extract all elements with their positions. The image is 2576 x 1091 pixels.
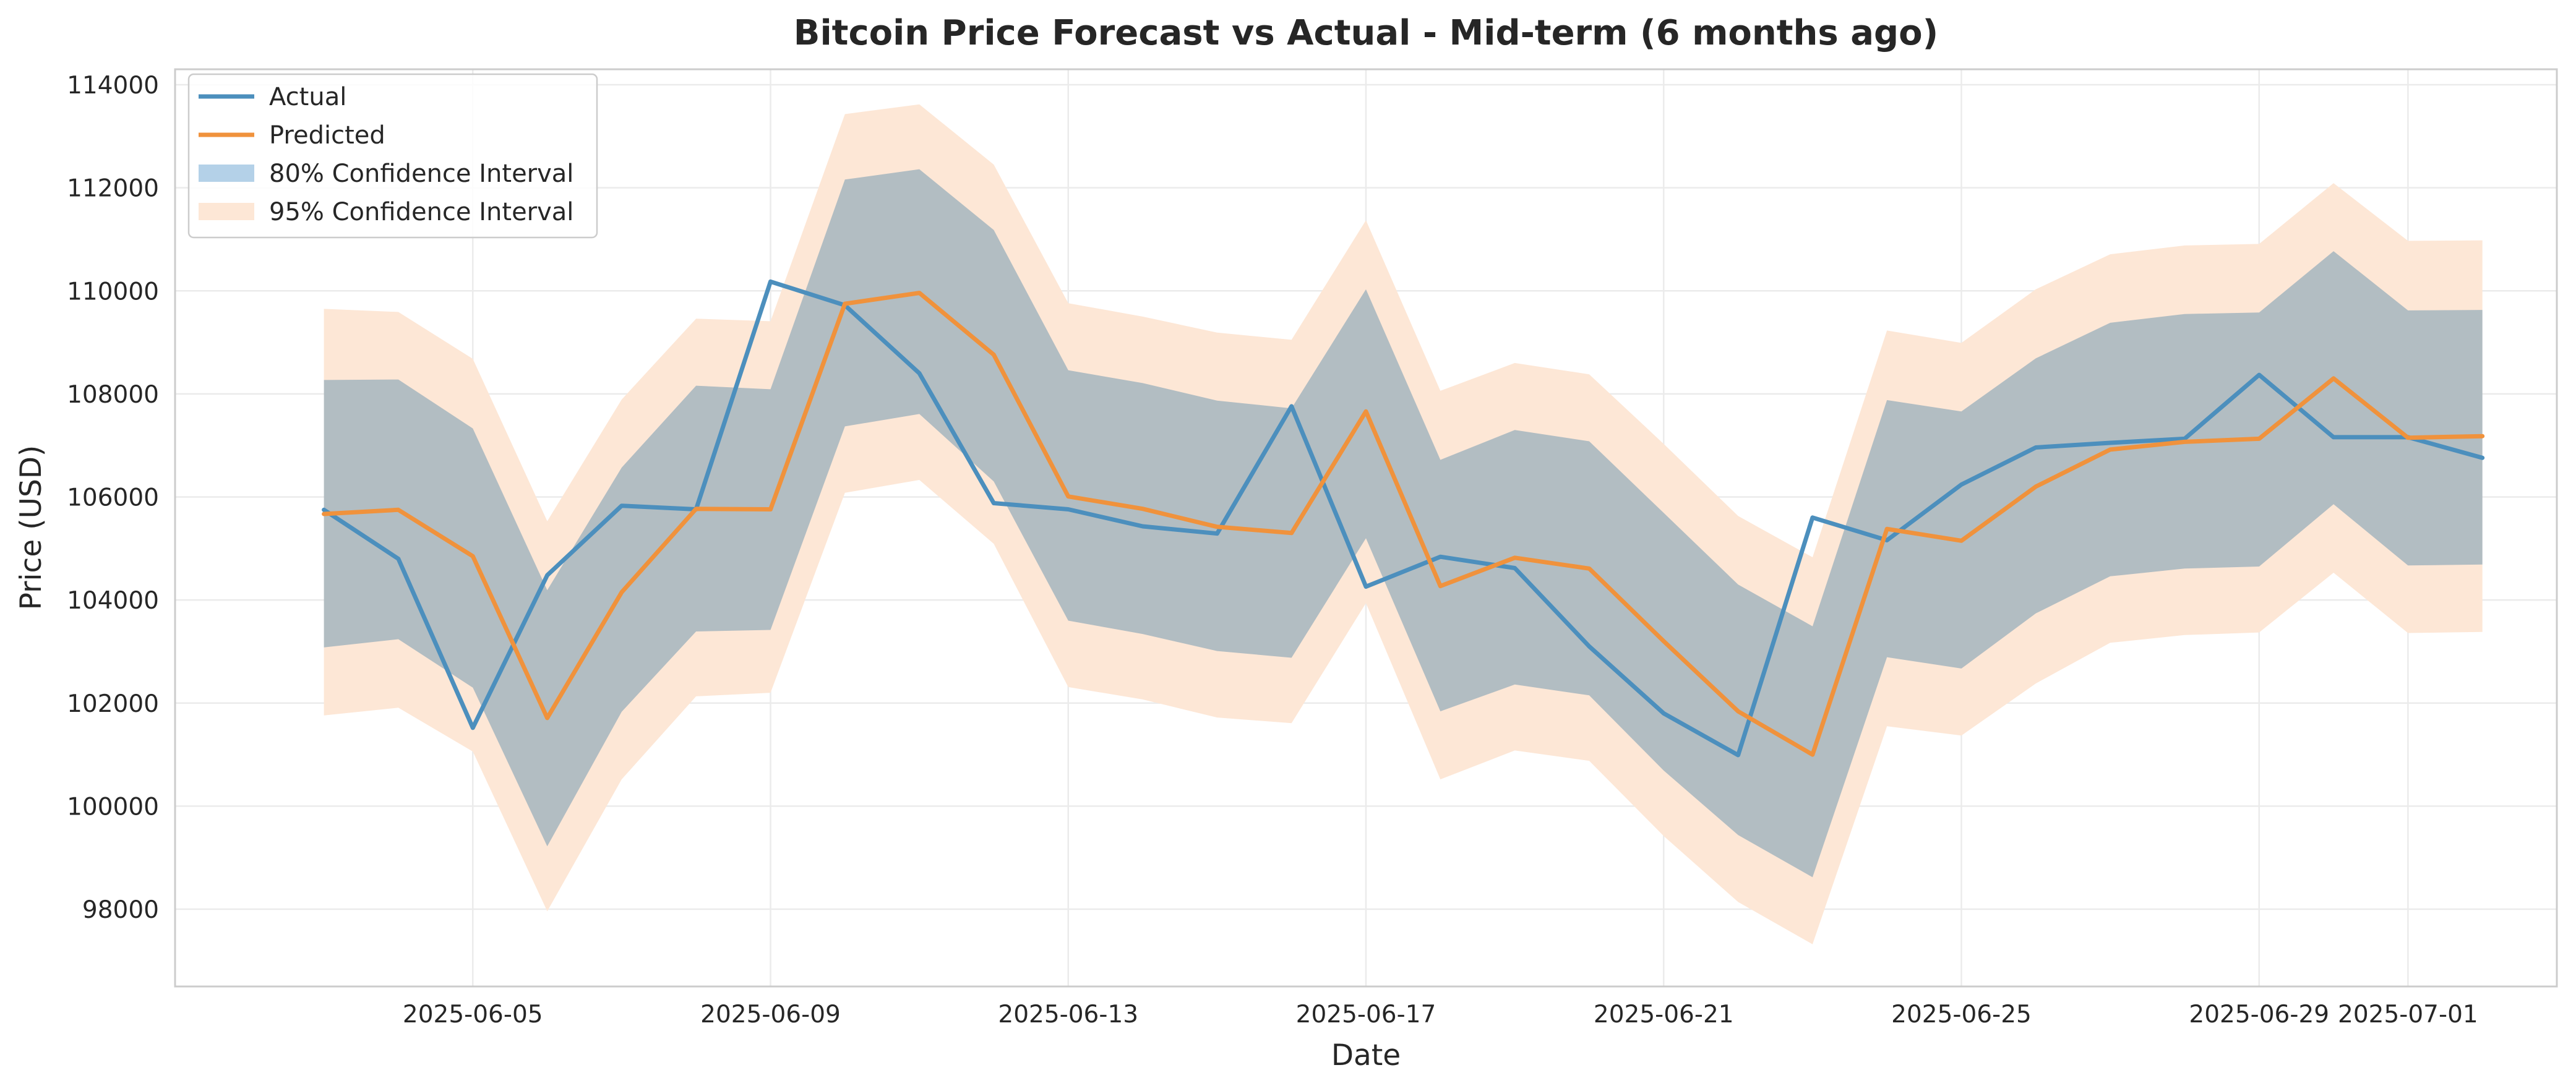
legend-item-95-ci-swatch [199,203,254,220]
x-axis-label: Date [1331,1038,1401,1072]
band-80-confidence [324,169,2483,878]
x-tick-label: 2025-06-29 [2189,1001,2329,1029]
legend-item-95-ci-label: 95% Confidence Interval [269,198,573,226]
x-tick-label: 2025-06-21 [1594,1001,1734,1029]
y-tick-label: 114000 [67,72,159,100]
y-tick-label: 112000 [67,175,159,203]
y-tick-label: 98000 [82,896,159,924]
x-tick-label: 2025-07-01 [2338,1001,2478,1029]
confidence-bands [324,104,2483,944]
y-tick-label: 100000 [67,793,159,821]
plot-frame [174,68,2558,988]
legend-item-actual-label: Actual [269,83,346,111]
y-axis-ticks: 98000 100000 102000 104000 106000 108000 11000… [67,72,159,924]
x-tick-label: 2025-06-09 [700,1001,841,1029]
x-tick-label: 2025-06-13 [998,1001,1138,1029]
legend-item-predicted-label: Predicted [269,121,385,150]
legend: Actual Predicted 80% Confidence Interval 95… [187,73,598,239]
x-tick-label: 2025-06-17 [1296,1001,1436,1029]
x-tick-label: 2025-06-25 [1891,1001,2032,1029]
legend-item-80-ci-swatch [199,165,254,182]
y-tick-label: 110000 [67,278,159,306]
y-tick-label: 108000 [67,381,159,409]
y-tick-label: 104000 [67,587,159,615]
y-tick-label: 106000 [67,484,159,512]
x-axis-ticks: 2025-06-05 2025-06-09 2025-06-13 2025-06-17… [403,1001,2478,1029]
legend-box [187,73,598,239]
series-lines [322,279,2485,758]
x-tick-label: 2025-06-05 [403,1001,543,1029]
series-line-actual [322,279,2485,758]
chart-title: Bitcoin Price Forecast vs Actual - Mid-t… [794,13,1938,53]
y-tick-label: 102000 [67,690,159,718]
y-axis-label: Price (USD) [14,445,48,610]
series-line-predicted [322,291,2485,757]
legend-item-80-ci-label: 80% Confidence Interval [269,160,573,188]
